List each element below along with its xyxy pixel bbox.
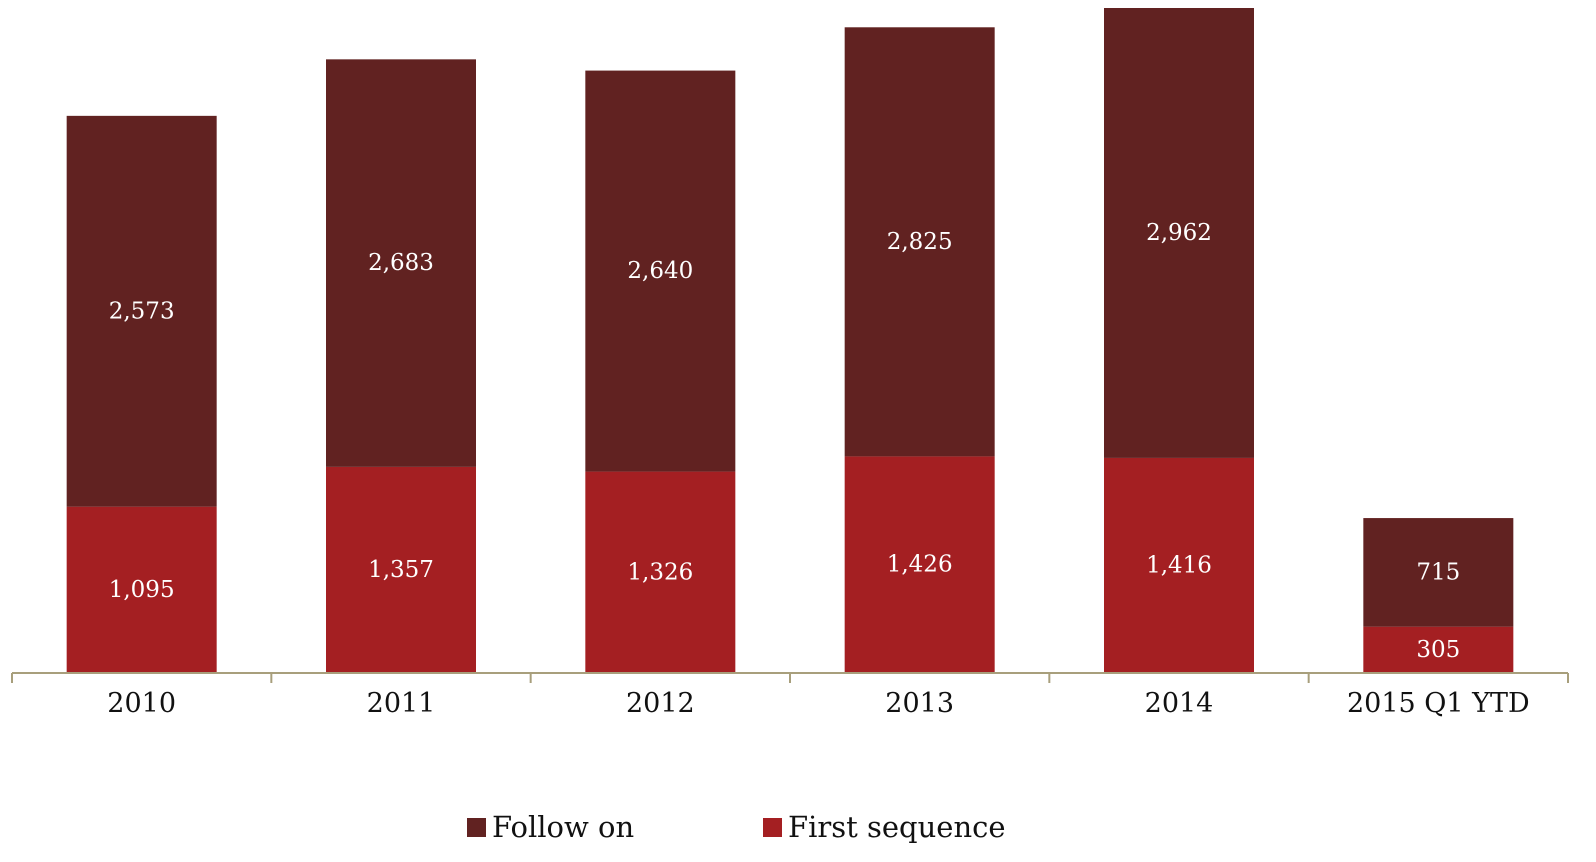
data-label-first-sequence: 1,357 (368, 557, 434, 583)
data-label-follow-on: 2,962 (1146, 220, 1212, 246)
legend-label-follow-on: Follow on (492, 810, 635, 844)
bar-follow-on-2010 (66, 115, 217, 507)
bar-follow-on-2011 (326, 59, 476, 467)
bar-follow-on-2012 (585, 70, 736, 472)
bar-follow-on-2015-q1-ytd (1363, 518, 1514, 627)
bar-follow-on-2014 (1104, 8, 1254, 458)
bar-first-sequence-2014 (1104, 457, 1254, 673)
bars-group: 1,095 2,573 1,357 2,683 1,326 2,640 1,426 2,825… (66, 8, 1514, 673)
legend-swatch-first-sequence (763, 817, 782, 837)
x-tick-label: 2014 (1145, 688, 1214, 719)
data-label-first-sequence: 305 (1416, 637, 1460, 663)
data-label-follow-on: 2,825 (887, 229, 953, 255)
x-tick-label: 2012 (626, 688, 695, 719)
legend-label-first-sequence: First sequence (788, 810, 1006, 844)
data-label-first-sequence: 1,095 (109, 577, 175, 603)
data-label-first-sequence: 1,416 (1146, 552, 1212, 578)
data-label-follow-on: 715 (1416, 559, 1460, 585)
legend: Follow on First sequence (0, 810, 1596, 850)
legend-item-first-sequence: First sequence (763, 810, 1006, 844)
data-label-first-sequence: 1,326 (627, 559, 693, 585)
bar-first-sequence-2013 (844, 456, 995, 673)
x-tick-label: 2010 (107, 688, 176, 719)
x-tick-label: 2013 (885, 688, 954, 719)
bar-follow-on-2013 (844, 27, 995, 457)
data-label-follow-on: 2,683 (368, 250, 434, 276)
x-tick-label: 2011 (367, 688, 436, 719)
bar-first-sequence-2011 (326, 466, 476, 673)
data-label-first-sequence: 1,426 (887, 552, 953, 578)
legend-swatch-follow-on (467, 817, 486, 837)
x-tick-label: 2015 Q1 YTD (1347, 688, 1530, 719)
data-label-follow-on: 2,640 (627, 258, 693, 284)
bar-first-sequence-2010 (66, 506, 217, 673)
x-tick-labels: 2010 2011 2012 2013 2014 2015 Q1 YTD (107, 688, 1529, 719)
bar-first-sequence-2015-q1-ytd (1363, 626, 1514, 673)
legend-item-follow-on: Follow on (467, 810, 634, 844)
bar-first-sequence-2012 (585, 471, 736, 673)
data-label-follow-on: 2,573 (109, 298, 175, 324)
x-axis (11, 672, 1569, 683)
